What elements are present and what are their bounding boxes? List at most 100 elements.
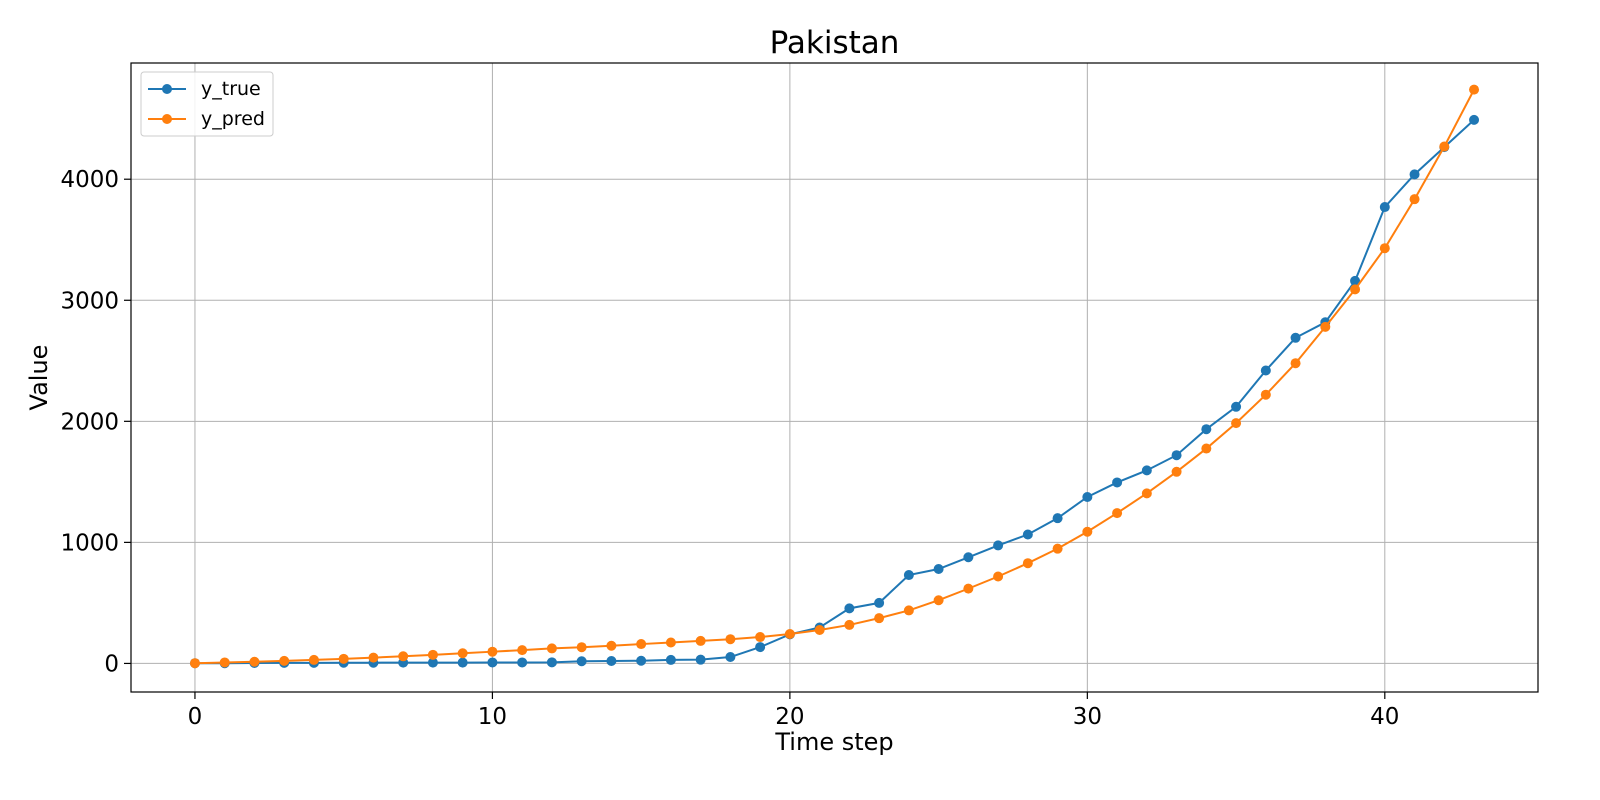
data-point-y_true (1231, 401, 1242, 412)
data-point-y_pred (338, 653, 349, 664)
data-point-y_true (1171, 450, 1182, 461)
series-layer (189, 84, 1480, 669)
data-point-y_true (487, 657, 498, 668)
data-point-y_pred (636, 639, 647, 650)
data-point-y_pred (487, 646, 498, 657)
data-point-y_true (427, 657, 438, 668)
legend-label: y_pred (201, 108, 265, 130)
data-point-y_true (1082, 491, 1093, 502)
legend-marker (162, 114, 172, 124)
y-tick-label: 3000 (60, 288, 119, 314)
data-point-y_pred (933, 595, 944, 606)
data-point-y_pred (1082, 526, 1093, 537)
legend-label: y_true (201, 78, 261, 100)
data-point-y_pred (874, 613, 885, 624)
data-point-y_true (1112, 477, 1123, 488)
data-point-y_true (636, 655, 647, 666)
data-point-y_true (903, 570, 914, 581)
y-tick-label: 1000 (60, 530, 119, 556)
data-point-y_pred (993, 571, 1004, 582)
y-axis-label: Value (25, 345, 53, 411)
data-point-y_pred (1201, 443, 1212, 454)
x-tick-label: 10 (478, 704, 507, 730)
data-point-y_true (695, 654, 706, 665)
data-point-y_true (874, 597, 885, 608)
data-point-y_true (517, 657, 528, 668)
data-point-y_true (576, 656, 587, 667)
data-point-y_true (1201, 424, 1212, 435)
legend: y_true y_pred (140, 71, 274, 137)
data-point-y_pred (1141, 488, 1152, 499)
data-point-y_pred (368, 652, 379, 663)
legend-entry-y_true: y_true (148, 78, 261, 100)
data-point-y_pred (219, 657, 230, 668)
series-line-y_pred (194, 89, 1475, 665)
data-point-y_true (606, 656, 617, 667)
data-point-y_pred (665, 637, 676, 648)
data-point-y_pred (398, 651, 409, 662)
data-point-y_pred (427, 649, 438, 660)
axis-layer: 0 10 20 30 40 0 1000 2000 3000 4000 (60, 167, 1399, 730)
data-point-y_true (1409, 169, 1420, 180)
x-tick-label: 20 (775, 704, 804, 730)
data-point-y_pred (308, 654, 319, 665)
data-point-y_true (755, 642, 766, 653)
data-point-y_pred (1469, 84, 1480, 95)
data-point-y_true (725, 652, 736, 663)
data-point-y_true (457, 657, 468, 668)
data-point-y_pred (1439, 141, 1450, 152)
series-line-y_true (194, 119, 1475, 665)
data-point-y_pred (695, 635, 706, 646)
data-point-y_pred (189, 658, 200, 669)
data-point-y_pred (1409, 194, 1420, 205)
data-point-y_pred (903, 605, 914, 616)
series-y_true (189, 114, 1480, 669)
data-point-y_pred (844, 619, 855, 630)
data-point-y_pred (1052, 543, 1063, 554)
series-y_pred (189, 84, 1480, 669)
data-point-y_pred (1171, 466, 1182, 477)
data-point-y_true (1022, 529, 1033, 540)
data-point-y_pred (1022, 558, 1033, 569)
data-point-y_true (1052, 513, 1063, 524)
data-point-y_true (963, 552, 974, 563)
data-point-y_pred (1260, 389, 1271, 400)
chart-title: Pakistan (770, 25, 900, 61)
data-point-y_pred (279, 655, 290, 666)
data-point-y_true (993, 540, 1004, 551)
data-point-y_pred (1320, 321, 1331, 332)
data-point-y_pred (814, 625, 825, 636)
data-point-y_pred (725, 634, 736, 645)
x-tick-label: 30 (1073, 704, 1102, 730)
data-point-y_pred (546, 643, 557, 654)
data-point-y_pred (963, 583, 974, 594)
data-point-y_pred (576, 642, 587, 653)
legend-entry-y_pred: y_pred (148, 108, 265, 130)
data-point-y_true (1379, 202, 1390, 213)
legend-marker (162, 84, 172, 94)
data-point-y_pred (755, 632, 766, 643)
x-tick-label: 0 (188, 704, 203, 730)
data-point-y_pred (517, 645, 528, 656)
data-point-y_pred (1379, 243, 1390, 254)
grid-layer (131, 63, 1538, 692)
data-point-y_pred (1231, 418, 1242, 429)
data-point-y_true (1141, 465, 1152, 476)
data-point-y_pred (606, 640, 617, 651)
data-point-y_pred (1112, 508, 1123, 519)
x-tick-label: 40 (1370, 704, 1399, 730)
y-tick-label: 2000 (60, 409, 119, 435)
data-point-y_true (1290, 332, 1301, 343)
data-point-y_pred (1350, 284, 1361, 295)
data-point-y_pred (457, 648, 468, 659)
data-point-y_true (1469, 114, 1480, 125)
data-point-y_pred (249, 656, 260, 667)
data-point-y_true (1350, 275, 1361, 286)
data-point-y_pred (1290, 358, 1301, 369)
data-point-y_true (933, 564, 944, 575)
plot-frame (130, 62, 1539, 693)
data-point-y_true (1260, 365, 1271, 376)
data-point-y_true (844, 603, 855, 614)
legend-entries: y_true y_pred (148, 78, 265, 130)
